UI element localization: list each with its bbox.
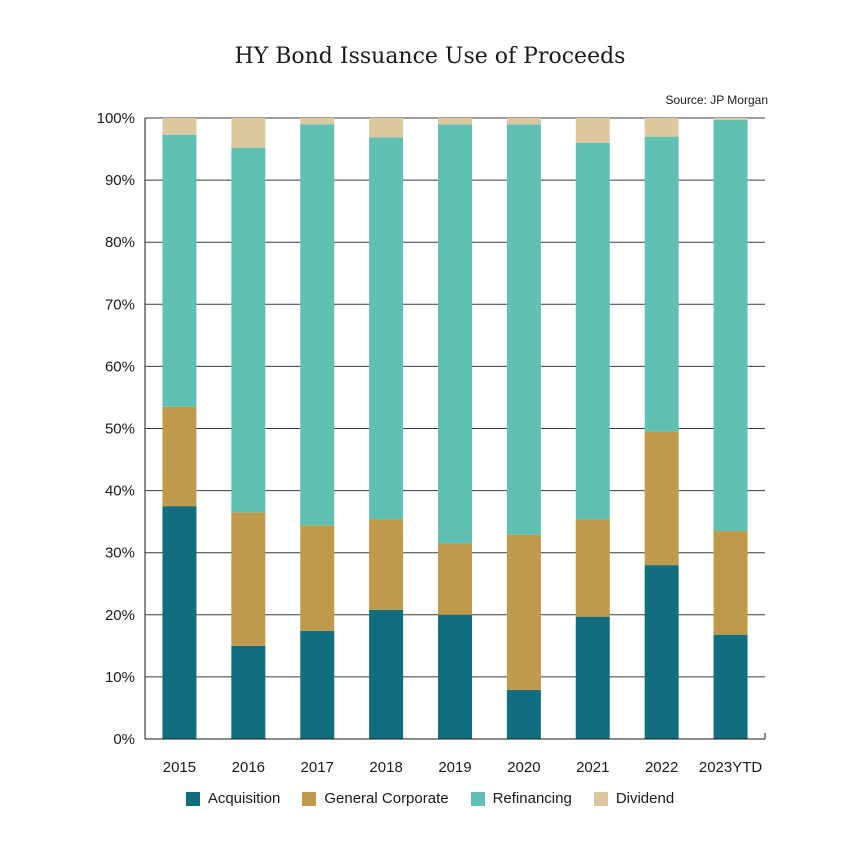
legend-item: Refinancing xyxy=(470,790,572,807)
bar-segment-dividend xyxy=(300,118,335,125)
bar-segment-dividend xyxy=(575,118,610,143)
bar-segment-refinancing xyxy=(231,147,266,513)
y-tick-label: 100% xyxy=(97,110,135,127)
y-tick-label: 90% xyxy=(105,172,135,189)
bar-segment-dividend xyxy=(369,118,404,138)
axes: 0% 10% 20% 30% 40% 50% 60% 70% 80% 90% 100% 2015 201… xyxy=(97,110,766,776)
bar-segment-general-corporate xyxy=(438,543,472,615)
x-tick-label: 2023YTD xyxy=(699,759,763,776)
x-tick-label: 2020 xyxy=(507,759,540,776)
bar-segment-general-corporate xyxy=(644,431,679,566)
bar-segment-general-corporate xyxy=(231,512,266,646)
legend: Acquisition General Corporate Refinancing D… xyxy=(0,790,860,807)
bar-segment-acquisition xyxy=(231,645,266,739)
legend-swatch xyxy=(185,791,200,806)
legend-swatch xyxy=(470,791,485,806)
x-tick-label: 2018 xyxy=(369,759,402,776)
y-tick-label: 50% xyxy=(105,421,135,438)
bar-segment-refinancing xyxy=(575,142,610,520)
bar-segment-dividend xyxy=(506,118,541,125)
y-tick-label: 20% xyxy=(105,607,135,624)
bar-segment-general-corporate xyxy=(506,534,541,690)
legend-item: Dividend xyxy=(593,790,675,807)
y-tick-label: 70% xyxy=(105,296,135,313)
legend-label: Dividend xyxy=(615,790,675,807)
legend-label: General Corporate xyxy=(324,790,449,807)
x-tick-label: 2017 xyxy=(301,759,334,776)
bar-segment-acquisition xyxy=(300,630,335,739)
x-tick-label: 2021 xyxy=(576,759,609,776)
y-tick-label: 10% xyxy=(105,669,135,686)
legend-label: Acquisition xyxy=(207,790,281,807)
bar-segment-refinancing xyxy=(713,119,748,531)
bar-segment-refinancing xyxy=(162,134,197,407)
legend-item: General Corporate xyxy=(302,790,449,807)
chart-source: Source: JP Morgan xyxy=(665,93,769,107)
bar-segment-general-corporate xyxy=(162,406,197,507)
bar-segment-dividend xyxy=(644,118,679,137)
x-tick-label: 2016 xyxy=(232,759,265,776)
bar-segment-acquisition xyxy=(644,565,679,739)
bar-segment-acquisition xyxy=(369,609,404,739)
bar-segment-general-corporate xyxy=(300,525,335,631)
bar-segment-acquisition xyxy=(162,506,197,739)
bar-segment-acquisition xyxy=(506,689,541,739)
bar-segment-refinancing xyxy=(644,136,679,432)
bar-segment-general-corporate xyxy=(575,519,610,617)
y-tick-label: 60% xyxy=(105,358,135,375)
x-tick-label: 2022 xyxy=(645,759,678,776)
y-tick-label: 40% xyxy=(105,483,135,500)
bar-segment-dividend xyxy=(713,118,748,120)
x-tick-label: 2019 xyxy=(438,759,471,776)
bar-segment-refinancing xyxy=(369,137,404,520)
bar-segment-general-corporate xyxy=(369,519,404,610)
y-tick-label: 30% xyxy=(105,545,135,562)
bar-segment-refinancing xyxy=(300,124,335,526)
bar-segment-refinancing xyxy=(506,124,541,535)
chart-title: HY Bond Issuance Use of Proceeds xyxy=(234,44,626,69)
legend-item: Acquisition xyxy=(185,790,281,807)
x-tick-label: 2015 xyxy=(163,759,196,776)
bar-segment-dividend xyxy=(438,118,472,125)
bar-segment-acquisition xyxy=(575,616,610,739)
y-tick-label: 80% xyxy=(105,234,135,251)
bar-segment-dividend xyxy=(162,118,197,135)
bar-segment-refinancing xyxy=(438,124,472,544)
bar-segment-general-corporate xyxy=(713,530,748,635)
legend-swatch xyxy=(593,791,608,806)
y-tick-label: 0% xyxy=(113,731,135,748)
bars xyxy=(162,118,748,739)
bar-segment-acquisition xyxy=(713,634,748,739)
bar-segment-dividend xyxy=(231,118,266,148)
legend-label: Refinancing xyxy=(492,790,572,807)
bar-segment-acquisition xyxy=(438,614,472,739)
legend-swatch xyxy=(302,791,317,806)
